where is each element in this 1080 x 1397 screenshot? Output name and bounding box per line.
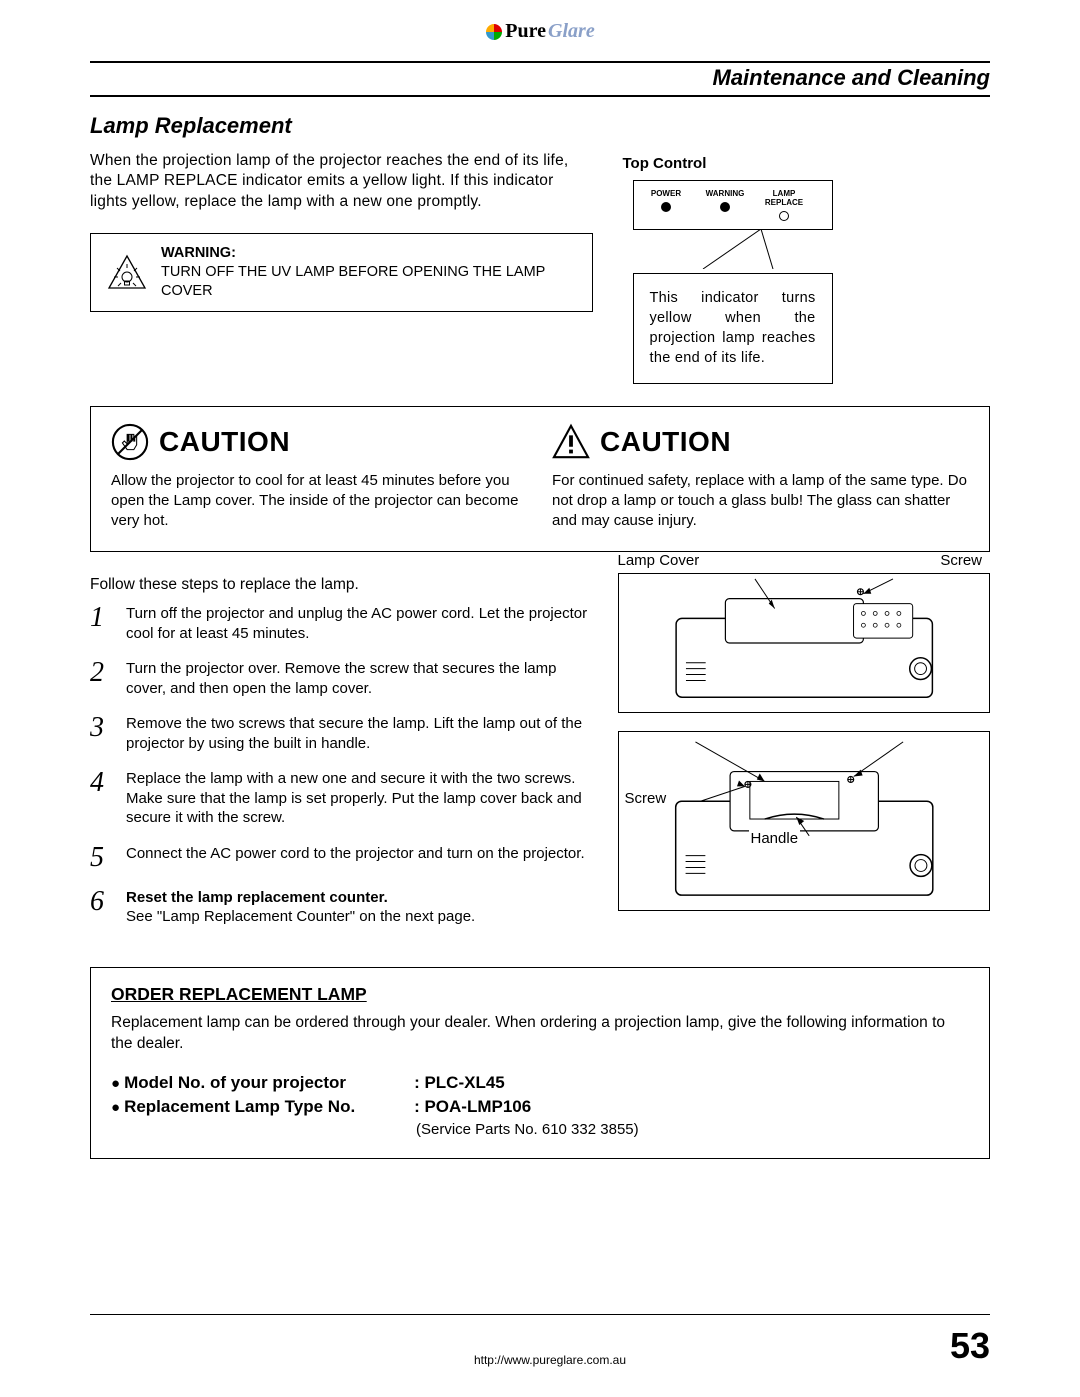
brand-swirl-icon [485, 23, 503, 41]
bullet-icon: ● [111, 1099, 120, 1119]
control-panel: POWER WARNING LAMP REPLACE [633, 180, 833, 230]
illustrations: Lamp Cover Screw [618, 552, 991, 929]
order-item-lamp-type: ● Replacement Lamp Type No. : POA-LMP106 [111, 1097, 969, 1117]
no-touch-icon [111, 423, 149, 461]
label-screw-top: Screw [940, 552, 982, 569]
step-2: 2 Turn the projector over. Remove the sc… [90, 659, 598, 698]
step-4: 4 Replace the lamp with a new one and se… [90, 769, 598, 828]
led-dot-icon [720, 202, 730, 212]
page-title: Lamp Replacement [90, 113, 990, 139]
caution-title-1: CAUTION [159, 426, 290, 458]
service-parts-no: (Service Parts No. 610 332 3855) [416, 1121, 969, 1138]
steps-intro: Follow these steps to replace the lamp. [90, 576, 598, 594]
projector-top-icon [619, 574, 990, 712]
bullet-icon: ● [111, 1075, 120, 1095]
order-box: ORDER REPLACEMENT LAMP Replacement lamp … [90, 967, 990, 1159]
brand-glare: Glare [548, 20, 595, 43]
top-control-label: Top Control [623, 155, 991, 172]
top-control: Top Control POWER WARNING LAMP REPLACE [623, 155, 991, 384]
footer-rule [90, 1314, 990, 1315]
caution-triangle-icon [552, 423, 590, 461]
warning-lamp-icon [107, 254, 147, 292]
caution-title-2: CAUTION [600, 426, 731, 458]
callout-leader-icon [633, 229, 833, 269]
led-dot-icon [779, 211, 789, 221]
led-power: POWER [644, 189, 689, 221]
illustration-top [618, 573, 991, 713]
brand-header: PureGlare [90, 20, 990, 46]
step-6-bold: Reset the lamp replacement counter. [126, 889, 388, 906]
order-item-model: ● Model No. of your projector : PLC-XL45 [111, 1073, 969, 1093]
warning-body: TURN OFF THE UV LAMP BEFORE OPENING THE … [161, 264, 545, 299]
illustration-bottom: Screw Handle [618, 731, 991, 911]
order-text: Replacement lamp can be ordered through … [111, 1013, 969, 1055]
led-lamp-replace: LAMP REPLACE [762, 189, 807, 221]
brand-pure: Pure [505, 20, 546, 43]
label-handle: Handle [749, 830, 801, 847]
step-5: 5 Connect the AC power cord to the proje… [90, 844, 598, 872]
warning-text: WARNING: TURN OFF THE UV LAMP BEFORE OPE… [161, 244, 576, 301]
led-warning: WARNING [703, 189, 748, 221]
step-3: 3 Remove the two screws that secure the … [90, 714, 598, 753]
led-dot-icon [661, 202, 671, 212]
section-header: Maintenance and Cleaning [90, 65, 990, 91]
label-screw-bot: Screw [623, 790, 669, 807]
page-number: 53 [950, 1325, 990, 1367]
caution-body-2: For continued safety, replace with a lam… [552, 471, 969, 532]
warning-box: WARNING: TURN OFF THE UV LAMP BEFORE OPE… [90, 233, 593, 312]
warning-label: WARNING: [161, 245, 236, 261]
rule-section [90, 95, 990, 97]
step-6-text: See "Lamp Replacement Counter" on the ne… [126, 908, 475, 925]
caution-body-1: Allow the projector to cool for at least… [111, 471, 528, 532]
step-1: 1 Turn off the projector and unplug the … [90, 604, 598, 643]
label-lamp-cover: Lamp Cover [618, 552, 700, 569]
rule-top-thick [90, 61, 990, 63]
brand-logo: PureGlare [485, 20, 594, 43]
footer-url: http://www.pureglare.com.au [150, 1353, 950, 1367]
caution-box: CAUTION Allow the projector to cool for … [90, 406, 990, 553]
projector-bottom-icon [619, 732, 990, 910]
callout-box: This indicator turns yellow when the pro… [633, 273, 833, 384]
intro-text: When the projection lamp of the projecto… [90, 151, 593, 214]
footer: http://www.pureglare.com.au 53 [90, 1314, 990, 1367]
step-6: 6 Reset the lamp replacement counter. Se… [90, 888, 598, 927]
order-title: ORDER REPLACEMENT LAMP [111, 984, 969, 1005]
